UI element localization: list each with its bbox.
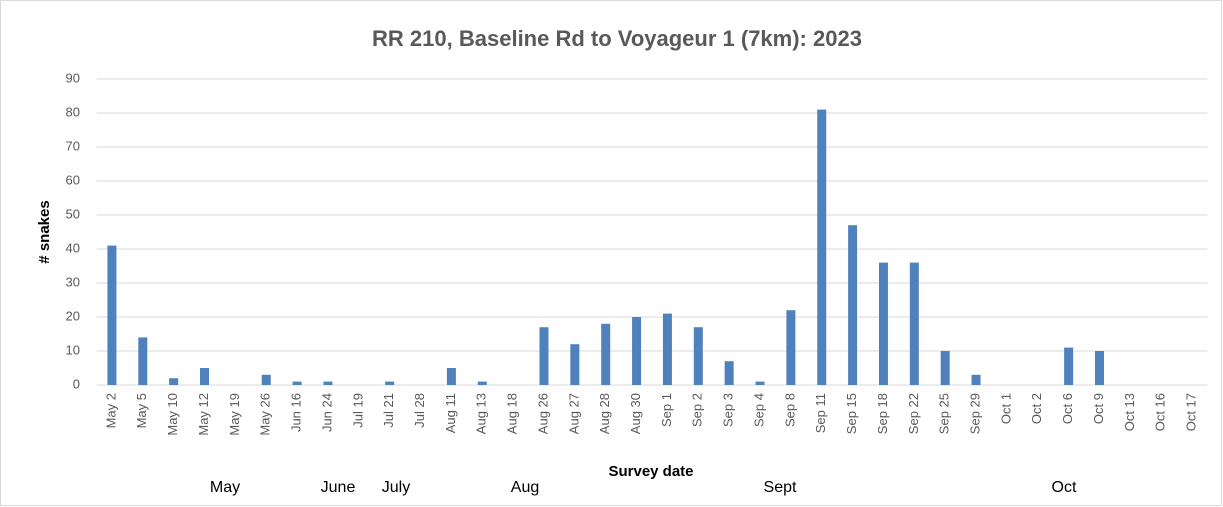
chart-title: RR 210, Baseline Rd to Voyageur 1 (7km):… (372, 26, 862, 51)
month-label: May (210, 479, 240, 496)
bar (817, 109, 827, 385)
x-tick-label: Jul 21 (381, 393, 396, 428)
x-tick-label: May 2 (103, 393, 118, 428)
y-tick-label: 20 (66, 308, 80, 323)
x-tick-label: Sep 1 (659, 393, 674, 427)
bar (662, 313, 672, 385)
x-tick-label: Oct 17 (1184, 393, 1199, 431)
bar (601, 323, 611, 385)
y-axis-title: # snakes (36, 200, 53, 263)
x-tick-label: Aug 26 (535, 393, 550, 434)
month-label: Aug (511, 479, 539, 496)
y-tick-label: 90 (66, 70, 80, 85)
bar (446, 368, 456, 385)
bar (940, 351, 950, 385)
y-tick-label: 0 (73, 376, 80, 391)
month-label: Oct (1052, 479, 1077, 496)
x-tick-label: Aug 11 (443, 393, 458, 433)
x-tick-label: Oct 9 (1091, 393, 1106, 424)
bar (878, 262, 888, 385)
x-tick-label: Sep 8 (782, 393, 797, 427)
x-tick-label: Sep 2 (690, 393, 705, 427)
x-tick-label: Sep 3 (721, 393, 736, 427)
x-tick-label: Sep 15 (844, 393, 859, 434)
x-tick-label: Jun 16 (289, 393, 304, 432)
bar (1094, 351, 1104, 385)
bar (724, 361, 734, 385)
y-tick-label: 10 (66, 342, 80, 357)
y-tick-label: 30 (66, 274, 80, 289)
x-tick-label: Aug 28 (597, 393, 612, 434)
x-tick-label: Aug 30 (628, 393, 643, 434)
y-tick-label: 40 (66, 240, 80, 255)
bar (755, 381, 765, 385)
bar (261, 374, 271, 385)
bar (693, 327, 703, 385)
x-tick-label: Jun 24 (319, 393, 334, 432)
x-tick-label: Sep 11 (813, 393, 828, 433)
x-tick-label: Oct 1 (998, 393, 1013, 424)
bar (1064, 347, 1074, 385)
bar (632, 317, 642, 385)
x-axis-title: Survey date (608, 463, 693, 480)
x-tick-label: Oct 6 (1060, 393, 1075, 424)
x-tick-label: Sep 25 (937, 393, 952, 434)
bar (539, 327, 549, 385)
y-tick-label: 60 (66, 172, 80, 187)
bar (477, 381, 487, 385)
bar (323, 381, 333, 385)
bar (169, 378, 179, 385)
month-label: Sept (764, 479, 797, 496)
bar (848, 225, 858, 385)
x-tick-label: Jul 28 (412, 393, 427, 428)
x-tick-label: May 26 (258, 393, 273, 436)
x-tick-label: May 19 (227, 393, 242, 436)
month-label: July (382, 479, 410, 496)
x-tick-label: Sep 29 (967, 393, 982, 434)
bar (385, 381, 395, 385)
bar (292, 381, 302, 385)
x-tick-label: May 5 (134, 393, 149, 428)
month-label: June (321, 479, 356, 496)
bar (200, 368, 210, 385)
x-tick-label: Sep 18 (875, 393, 890, 434)
x-tick-label: Aug 18 (505, 393, 520, 434)
x-tick-label: Oct 2 (1029, 393, 1044, 424)
x-tick-label: Aug 13 (474, 393, 489, 434)
bar (570, 344, 580, 385)
x-tick-label: May 10 (165, 393, 180, 436)
x-tick-label: Oct 16 (1153, 393, 1168, 431)
y-tick-label: 70 (66, 138, 80, 153)
bar (107, 245, 117, 385)
x-tick-label: Aug 27 (566, 393, 581, 434)
y-tick-label: 80 (66, 104, 80, 119)
y-tick-label: 50 (66, 206, 80, 221)
bar (971, 374, 981, 385)
bar (138, 337, 148, 385)
bar (786, 310, 796, 385)
x-tick-label: Sep 4 (751, 393, 766, 427)
bar (909, 262, 919, 385)
x-tick-label: Oct 13 (1122, 393, 1137, 431)
x-tick-label: Sep 22 (906, 393, 921, 434)
x-tick-label: May 12 (196, 393, 211, 436)
x-tick-label: Jul 19 (350, 393, 365, 428)
